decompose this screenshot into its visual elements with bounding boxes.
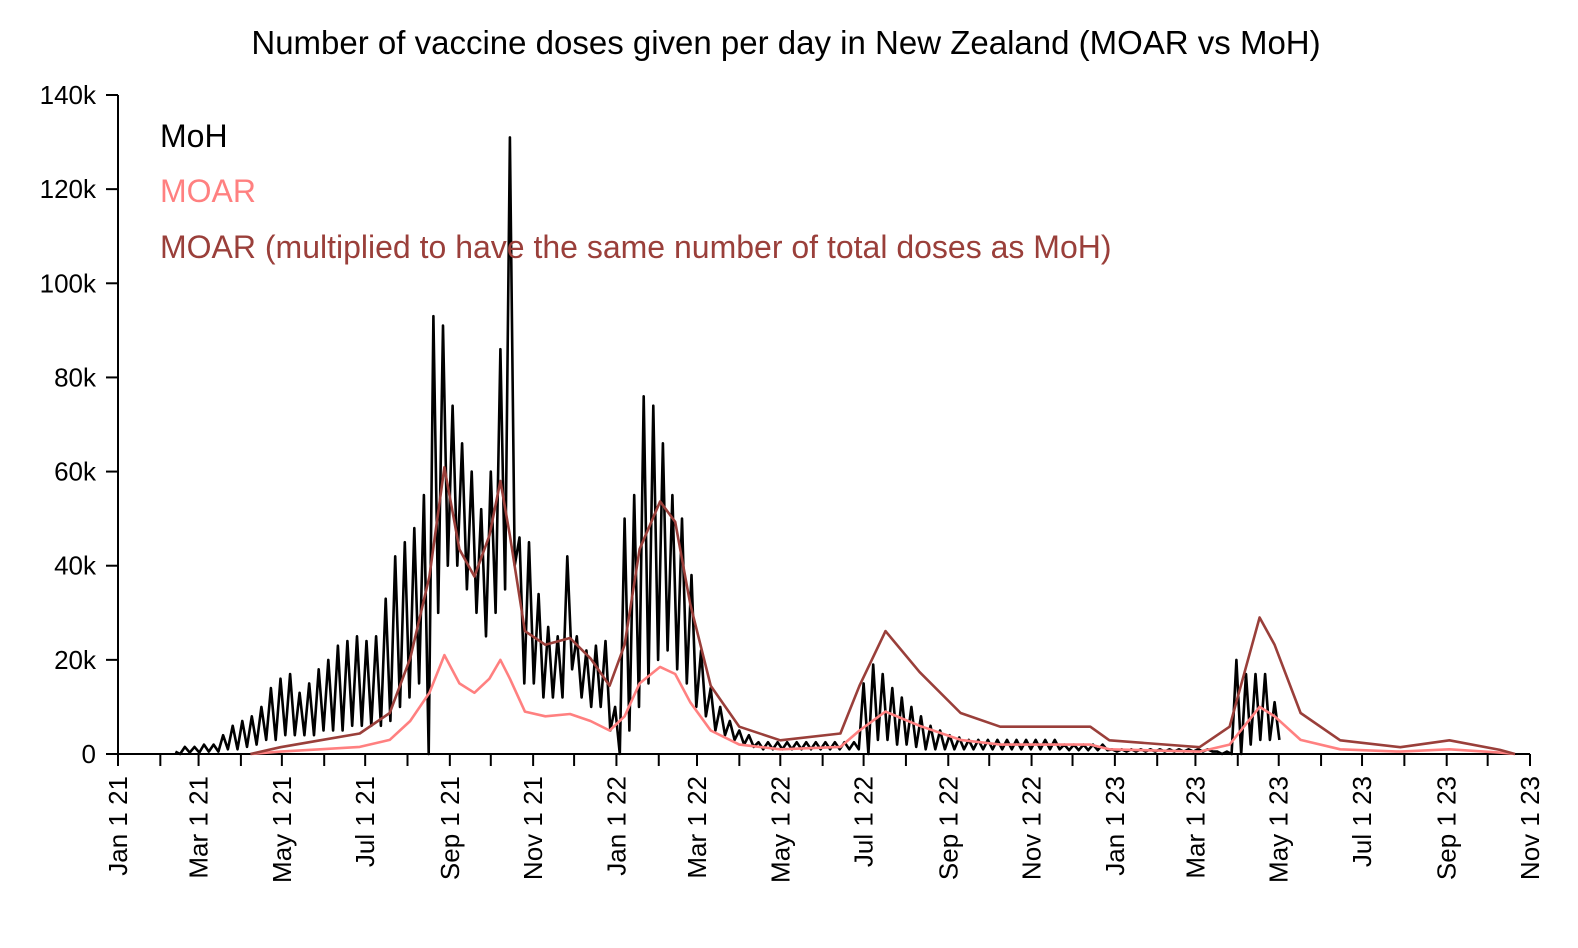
y-tick-label: 120k	[40, 174, 97, 204]
x-tick-label: Jul 1 22	[849, 776, 879, 867]
x-tick-label: Nov 1 22	[1017, 776, 1047, 880]
x-tick-label: Jul 1 23	[1347, 776, 1377, 867]
x-tick-label: Jan 1 22	[601, 776, 631, 876]
x-tick-label: Jan 1 23	[1100, 776, 1130, 876]
x-tick-label: Sep 1 23	[1432, 776, 1462, 880]
y-tick-label: 40k	[54, 551, 97, 581]
series-line-moar-multiplied	[250, 465, 1516, 756]
plot-lines	[174, 136, 1516, 756]
x-tick-label: Sep 1 22	[933, 776, 963, 880]
x-tick-label: May 1 22	[765, 776, 795, 883]
chart-title: Number of vaccine doses given per day in…	[251, 24, 1320, 61]
series-line-moar	[250, 653, 1516, 756]
legend-entry-moar: MOAR	[160, 173, 256, 209]
x-tick-label: Mar 1 23	[1180, 776, 1210, 879]
y-axis: 0 20k 40k 60k 80k 100k 120k 140k	[40, 80, 119, 769]
y-tick-label: 80k	[54, 362, 97, 392]
y-tick-label: 20k	[54, 645, 97, 675]
legend: MoH MOAR MOAR (multiplied to have the sa…	[160, 118, 1112, 265]
x-tick-label: May 1 21	[267, 776, 297, 883]
legend-entry-moh: MoH	[160, 118, 228, 154]
x-tick-label: Jul 1 21	[350, 776, 380, 867]
x-tick-label: Nov 1 21	[518, 776, 548, 880]
x-tick-label: Mar 1 22	[682, 776, 712, 879]
x-tick-label: Sep 1 21	[435, 776, 465, 880]
x-tick-label: Nov 1 23	[1515, 776, 1545, 880]
x-axis: Jan 1 21 Mar 1 21 May 1 21 Jul 1 21 Sep 1 21…	[103, 753, 1545, 883]
y-tick-label: 100k	[40, 268, 97, 298]
x-tick-label: Jan 1 21	[103, 776, 133, 876]
series-line-moh	[174, 136, 1281, 756]
y-tick-label: 0	[82, 739, 96, 769]
legend-entry-moar-multiplied: MOAR (multiplied to have the same number…	[160, 229, 1112, 265]
y-tick-label: 60k	[54, 457, 97, 487]
x-tick-label: Mar 1 21	[184, 776, 214, 879]
x-tick-label: May 1 23	[1264, 776, 1294, 883]
y-tick-label: 140k	[40, 80, 97, 110]
